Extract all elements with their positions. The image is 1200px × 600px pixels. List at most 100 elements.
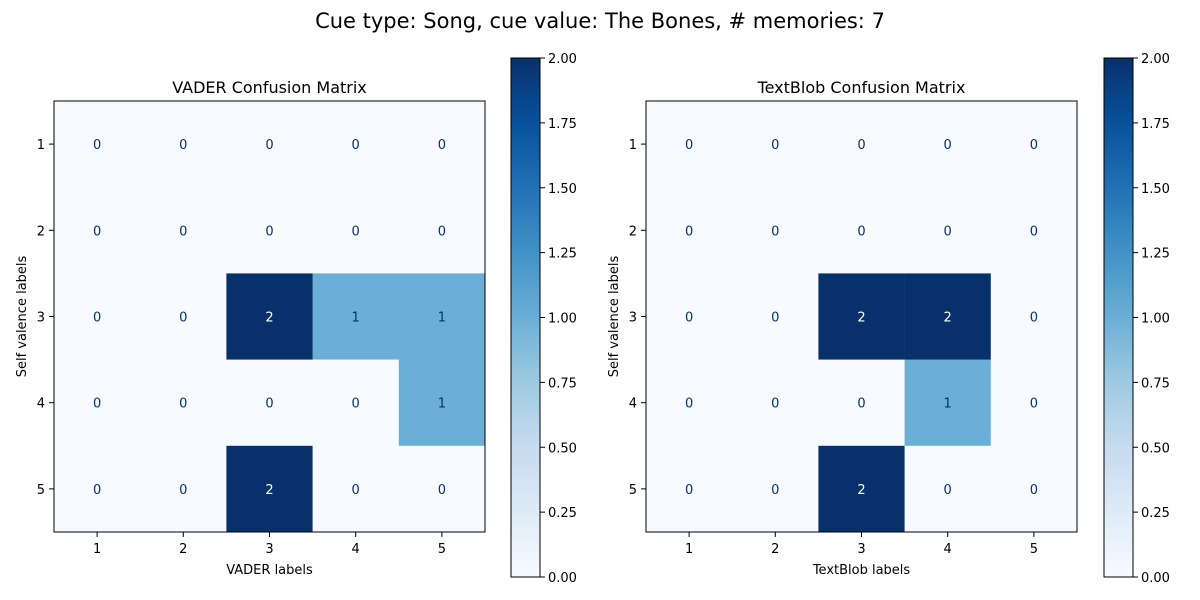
colorbar-tick-label-8: 2.00 [1141,52,1170,67]
cell-label-r3-c1: 0 [93,311,101,326]
cell-label-r1-c4: 0 [352,138,360,153]
cell-label-r2-c5: 0 [1030,224,1038,239]
y-tick-label-2: 2 [37,224,45,239]
x-axis-label: VADER labels [226,563,313,578]
colorbar-tick-label-2: 0.50 [548,441,577,456]
cell-label-r2-c1: 0 [685,224,693,239]
colorbar-tick-label-0: 0.00 [548,571,577,586]
cell-r5-c2 [140,445,227,533]
x-tick-label-5: 5 [438,542,446,557]
y-tick-label-3: 3 [629,311,637,326]
cell-r2-c4 [312,187,400,274]
cell-label-r2-c1: 0 [93,224,101,239]
x-tick-label-4: 4 [352,542,360,557]
cell-r4-c3 [226,359,313,447]
cell-r4-c4 [904,359,992,447]
cell-label-r3-c2: 0 [771,311,779,326]
cell-r1-c1 [54,101,141,188]
x-tick-label-2: 2 [771,542,779,557]
cell-label-r1-c4: 0 [944,138,952,153]
x-axis-label: TextBlob labels [812,563,911,578]
cell-r1-c5 [990,101,1078,188]
cell-r2-c5 [990,187,1078,274]
cell-label-r2-c2: 0 [179,224,187,239]
cell-label-r1-c5: 0 [1030,138,1038,153]
cell-r4-c3 [818,359,905,447]
cell-label-r1-c1: 0 [685,138,693,153]
cell-label-r2-c4: 0 [944,224,952,239]
cell-label-r5-c2: 0 [179,483,187,498]
cell-label-r3-c4: 1 [352,311,360,326]
cell-r1-c2 [140,101,227,188]
cell-label-r1-c1: 0 [93,138,101,153]
axes-title: VADER Confusion Matrix [172,78,367,97]
cell-label-r2-c2: 0 [771,224,779,239]
x-tick-label-2: 2 [179,542,187,557]
y-axis-label: Self valence labels [15,255,30,377]
cell-label-r2-c3: 0 [265,224,273,239]
cell-r1-c1 [646,101,733,188]
colorbar-tick-label-0: 0.00 [1141,571,1170,586]
colorbar-tick-label-5: 1.25 [1141,247,1170,262]
colorbar [1103,57,1134,578]
cell-label-r5-c1: 0 [93,483,101,498]
cell-r5-c3 [226,445,313,533]
cell-r1-c5 [398,101,486,188]
cell-r4-c1 [646,359,733,447]
cell-r3-c4 [312,273,400,360]
cell-r4-c1 [54,359,141,447]
y-tick-label-2: 2 [629,224,637,239]
cell-label-r5-c3: 2 [857,483,865,498]
colorbar-tick-label-3: 0.75 [1141,376,1170,391]
cell-r1-c2 [732,101,819,188]
cell-label-r5-c5: 0 [438,483,446,498]
y-tick-label-3: 3 [37,311,45,326]
colorbar-tick-label-1: 0.25 [548,506,577,521]
colorbar-tick-label-7: 1.75 [1141,117,1170,132]
cell-r3-c2 [140,273,227,360]
x-tick-label-1: 1 [685,542,693,557]
cell-label-r5-c2: 0 [771,483,779,498]
vader-panel: 0 0 0 0 0 0 0 0 0 0 0 0 2 1 1 0 0 0 0 1 0 0 2 0 0 1 2 3 4 5 1 2 3 4 5 VADER… [15,52,577,586]
cell-r4-c4 [312,359,400,447]
cell-label-r1-c3: 0 [857,138,865,153]
cell-label-r4-c3: 0 [857,397,865,412]
cell-r5-c2 [732,445,819,533]
cell-label-r4-c3: 0 [265,397,273,412]
colorbar-tick-label-2: 0.50 [1141,441,1170,456]
cell-label-r2-c4: 0 [352,224,360,239]
cell-label-r5-c4: 0 [352,483,360,498]
cell-label-r5-c3: 2 [265,483,273,498]
cell-r4-c5 [990,359,1078,447]
x-tick-label-3: 3 [265,542,273,557]
cell-label-r4-c1: 0 [685,397,693,412]
cell-label-r4-c1: 0 [93,397,101,412]
colorbar-tick-label-6: 1.50 [548,182,577,197]
colorbar-tick-label-1: 0.25 [1141,506,1170,521]
cell-r5-c4 [312,445,400,533]
cell-r4-c2 [140,359,227,447]
x-tick-label-3: 3 [857,542,865,557]
cell-label-r4-c5: 0 [1030,397,1038,412]
cell-r3-c3 [818,273,905,360]
x-tick-label-4: 4 [944,542,952,557]
colorbar-tick-label-8: 2.00 [548,52,577,67]
cell-r3-c1 [646,273,733,360]
cell-r2-c3 [818,187,905,274]
cell-r3-c4 [904,273,992,360]
cell-label-r4-c4: 1 [944,397,952,412]
x-tick-label-1: 1 [93,542,101,557]
cell-label-r3-c5: 0 [1030,311,1038,326]
cell-r5-c1 [646,445,733,533]
cell-r1-c3 [818,101,905,188]
y-axis-label: Self valence labels [607,255,622,377]
cell-r5-c5 [990,445,1078,533]
cell-label-r1-c3: 0 [265,138,273,153]
cell-r5-c4 [904,445,992,533]
cell-label-r2-c3: 0 [857,224,865,239]
y-tick-label-5: 5 [629,483,637,498]
figure-suptitle: Cue type: Song, cue value: The Bones, # … [315,9,885,33]
cell-r4-c5 [398,359,486,447]
cell-label-r5-c1: 0 [685,483,693,498]
